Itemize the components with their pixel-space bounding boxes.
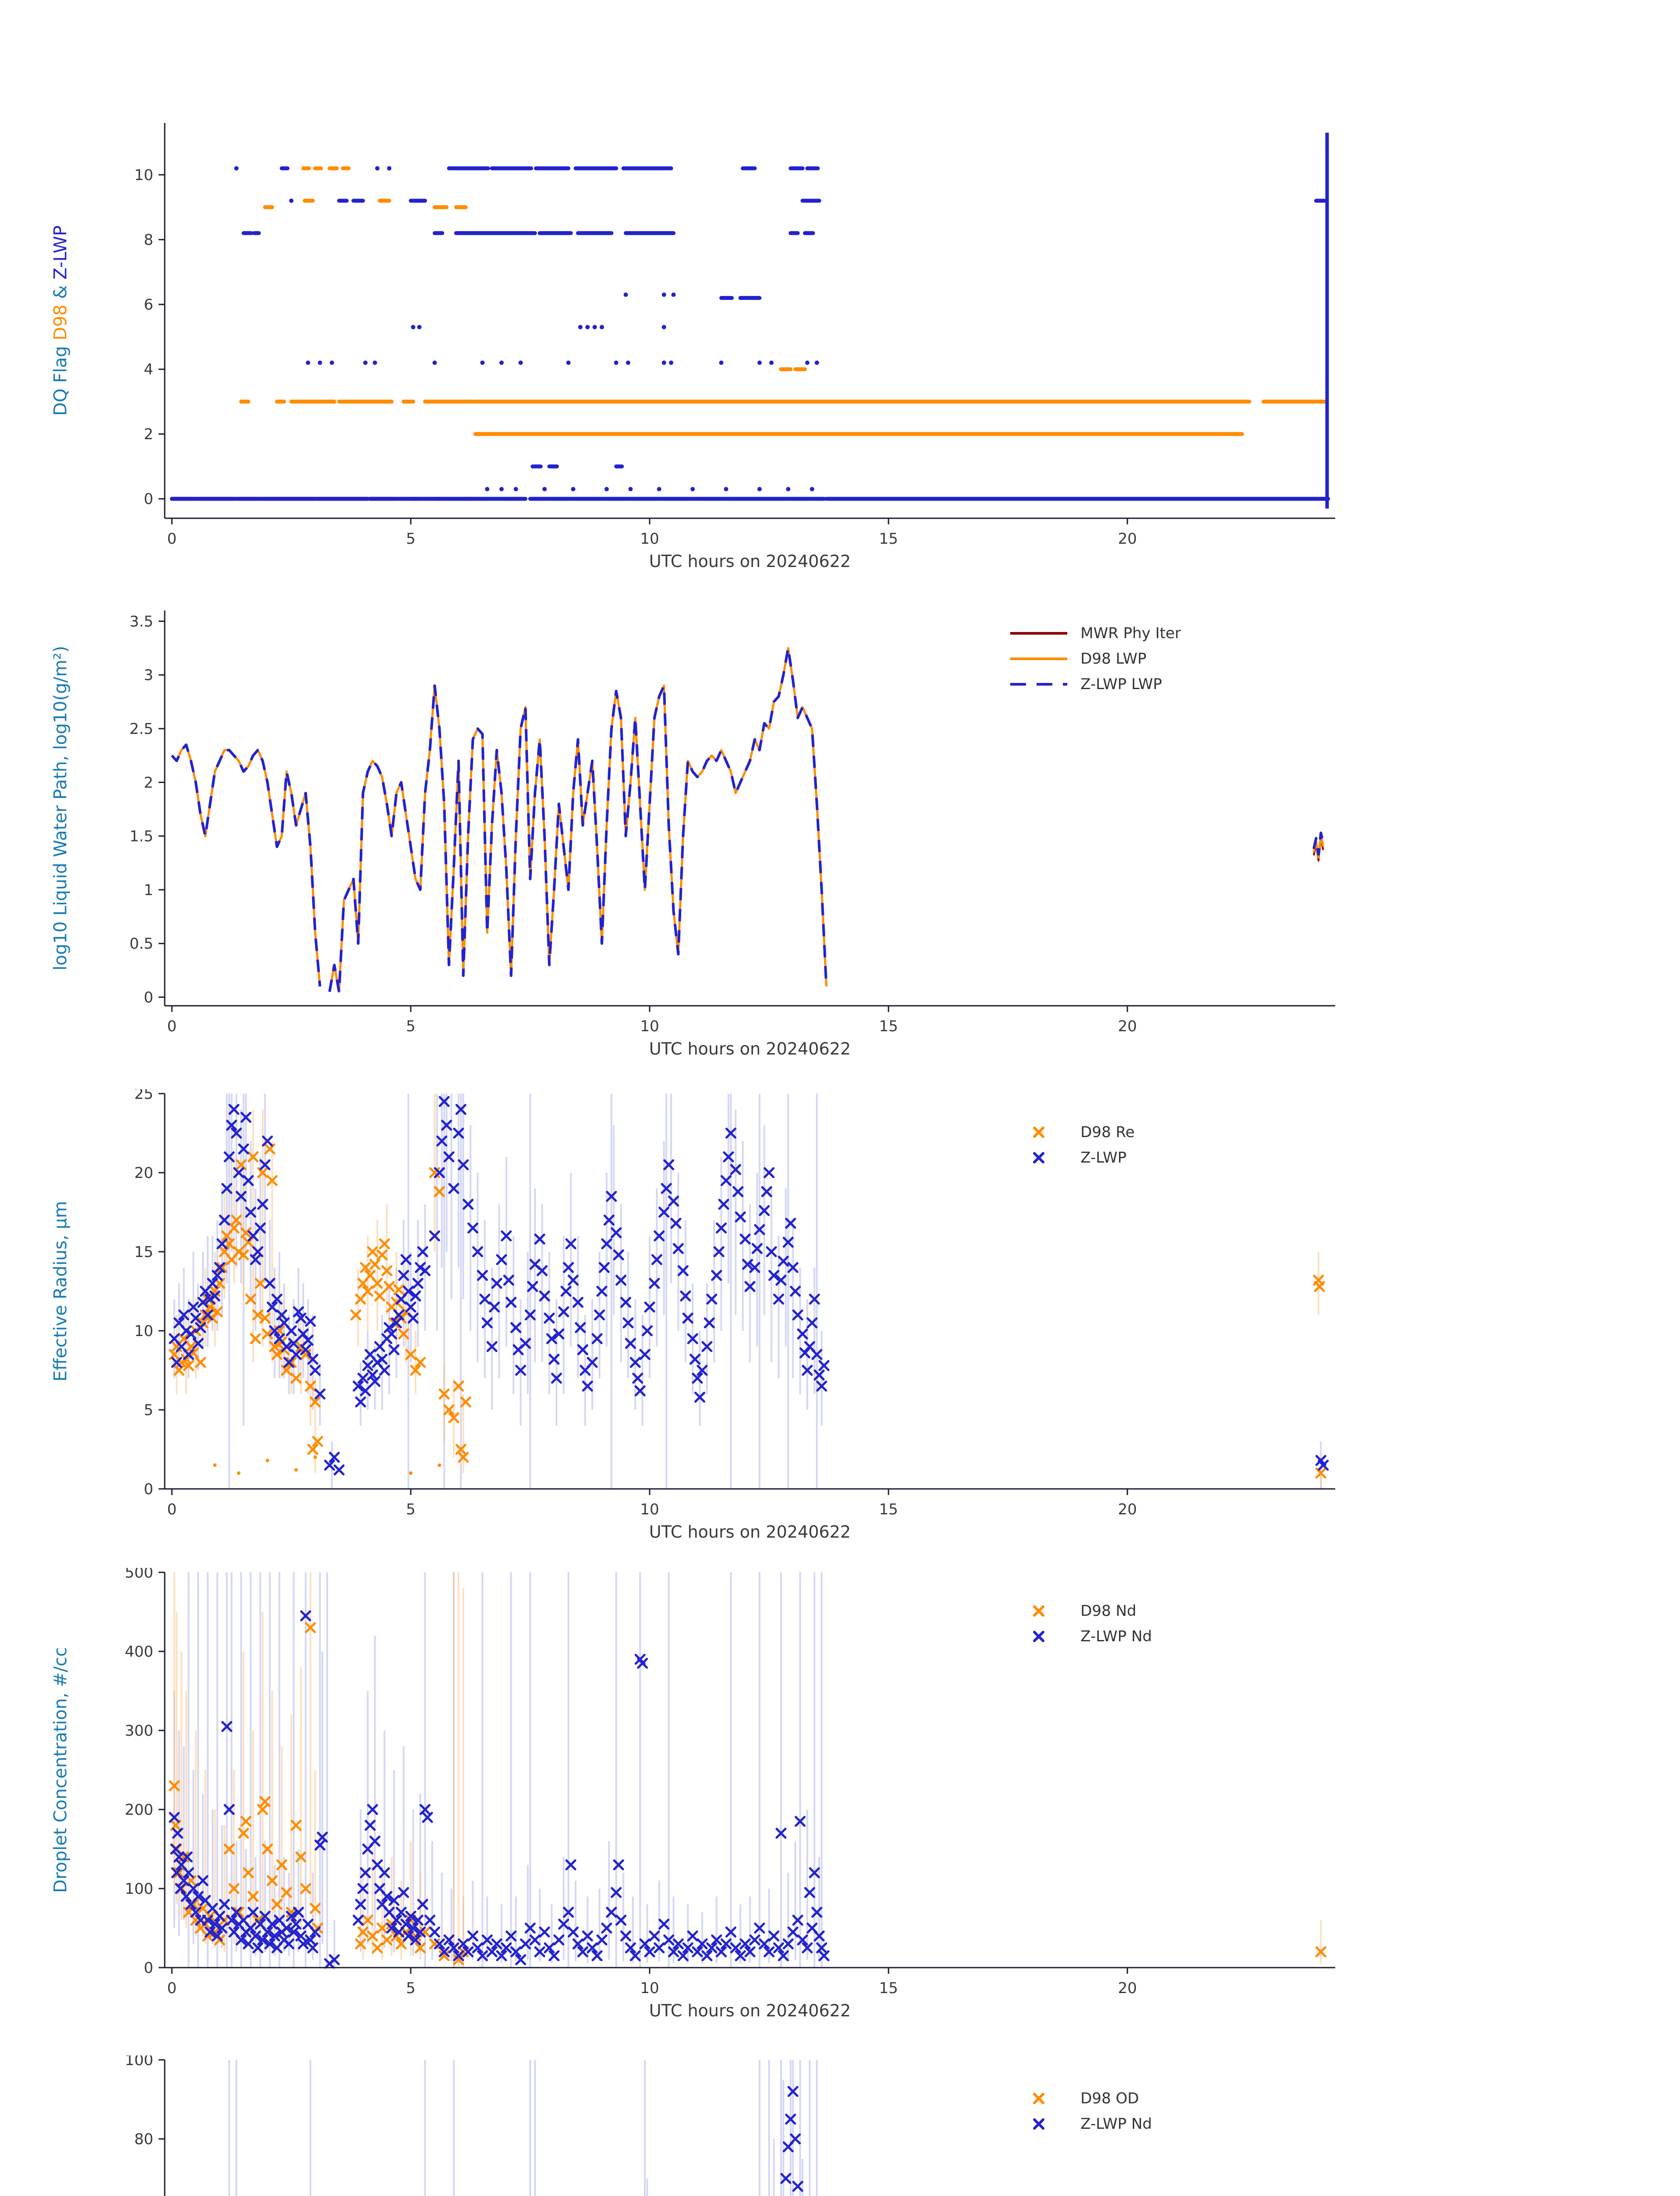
svg-text:500: 500 [125, 1568, 153, 1582]
svg-text:0: 0 [167, 1501, 177, 1518]
svg-text:15: 15 [879, 530, 898, 548]
legend-label: D98 LWP [1080, 650, 1147, 668]
svg-text:20: 20 [1118, 1979, 1137, 1997]
legend-x-marker-icon [1033, 1605, 1044, 1617]
x-axis-label: UTC hours on 20240622 [649, 2001, 851, 2020]
panel-droplet-concentration: Droplet Concentration, #/cc 0 5 10 15 20 0 100… [0, 1568, 1680, 2058]
svg-text:15: 15 [879, 1501, 898, 1518]
legend-label: Z-LWP LWP [1080, 675, 1162, 693]
svg-text:10: 10 [640, 1501, 659, 1518]
svg-text:3: 3 [144, 667, 153, 684]
svg-text:5: 5 [406, 530, 415, 548]
legend-lwp: MWR Phy Iter D98 LWP Z-LWP LWP [1006, 625, 1181, 693]
legend-x-marker-icon [1033, 1152, 1044, 1163]
lwp-plot: 0 5 10 15 20 0 0.5 1 1.5 2 2.5 3 3.5 [130, 610, 1335, 1035]
svg-text:8: 8 [144, 231, 153, 249]
svg-text:5: 5 [406, 1979, 415, 1997]
legend-optical-depth: D98 OD Z-LWP Nd [1006, 2090, 1152, 2133]
legend-label: Z-LWP Nd [1080, 2115, 1152, 2133]
svg-text:0: 0 [144, 989, 153, 1006]
svg-text:1.5: 1.5 [130, 828, 153, 845]
legend-droplet-concentration: D98 Nd Z-LWP Nd [1006, 1602, 1152, 1645]
legend-entry: Z-LWP Nd [1006, 1628, 1152, 1645]
legend-entry: Z-LWP LWP [1006, 675, 1181, 693]
legend-label: D98 Nd [1080, 1602, 1137, 1620]
svg-text:0: 0 [144, 1481, 153, 1498]
svg-text:300: 300 [125, 1722, 153, 1740]
legend-label: MWR Phy Iter [1080, 625, 1181, 642]
legend-entry: MWR Phy Iter [1006, 625, 1181, 642]
svg-text:2: 2 [144, 426, 153, 443]
svg-text:20: 20 [1118, 1501, 1137, 1518]
x-axis-label: UTC hours on 20240622 [649, 552, 851, 571]
svg-text:0: 0 [167, 530, 177, 548]
svg-text:10: 10 [640, 530, 659, 548]
legend-entry: D98 LWP [1006, 650, 1181, 668]
svg-text:10: 10 [640, 1018, 659, 1035]
legend-x-marker-icon [1033, 2118, 1044, 2130]
legend-x-marker-icon [1033, 1631, 1044, 1642]
legend-x-marker-icon [1033, 2093, 1044, 2104]
svg-text:10: 10 [640, 1979, 659, 1997]
legend-label: Z-LWP [1080, 1149, 1127, 1167]
x-axis-label: UTC hours on 20240622 [649, 1522, 851, 1542]
svg-text:10: 10 [134, 166, 153, 184]
svg-text:15: 15 [879, 1979, 898, 1997]
legend-label: D98 Re [1080, 1123, 1135, 1141]
svg-text:5: 5 [144, 1401, 153, 1419]
svg-text:20: 20 [1118, 530, 1137, 548]
svg-text:15: 15 [879, 1018, 898, 1035]
svg-text:0: 0 [167, 1018, 177, 1035]
optical-depth-plot: 05101520020406080100 [125, 2055, 818, 2196]
svg-text:100: 100 [125, 1880, 153, 1898]
svg-text:0: 0 [167, 1979, 177, 1997]
legend-entry: D98 Nd [1006, 1602, 1152, 1620]
dq-flag-plot: 0 5 10 15 20 0 2 4 6 8 10 [134, 123, 1335, 548]
legend-entry: D98 Re [1006, 1123, 1134, 1141]
panel-dq-flag: DQ Flag D98 & Z-LWP 0 5 10 15 20 0 2 4 6 8 10 UTC … [0, 119, 1680, 608]
legend-line-icon [1010, 632, 1067, 635]
effective-radius-plot: 0 5 10 15 20 0 5 10 15 20 25 [134, 1089, 1335, 1518]
svg-text:2: 2 [144, 774, 153, 791]
svg-text:1: 1 [144, 881, 153, 899]
svg-text:400: 400 [125, 1643, 153, 1661]
legend-entry: Z-LWP Nd [1006, 2115, 1152, 2133]
legend-line-icon [1010, 683, 1067, 686]
svg-text:5: 5 [406, 1018, 415, 1035]
svg-text:6: 6 [144, 296, 153, 314]
legend-label: D98 OD [1080, 2090, 1139, 2107]
svg-text:10: 10 [134, 1322, 153, 1340]
svg-text:200: 200 [125, 1801, 153, 1819]
svg-text:15: 15 [134, 1243, 153, 1261]
svg-text:2.5: 2.5 [130, 720, 153, 738]
svg-text:3.5: 3.5 [130, 613, 153, 630]
svg-text:0: 0 [144, 1959, 153, 1977]
svg-text:80: 80 [134, 2131, 153, 2148]
panel-optical-depth: Optical Depth 05101520020406080100 UTC h… [0, 2055, 1680, 2196]
legend-line-icon [1010, 657, 1067, 660]
legend-entry: D98 OD [1006, 2090, 1152, 2107]
legend-effective-radius: D98 Re Z-LWP [1006, 1123, 1134, 1167]
legend-label: Z-LWP Nd [1080, 1628, 1152, 1645]
svg-text:5: 5 [406, 1501, 415, 1518]
svg-text:4: 4 [144, 361, 153, 379]
svg-text:0.5: 0.5 [130, 935, 153, 953]
svg-text:0: 0 [144, 491, 153, 508]
svg-text:25: 25 [134, 1089, 153, 1103]
svg-text:20: 20 [1118, 1018, 1137, 1035]
x-axis-label: UTC hours on 20240622 [649, 1039, 851, 1058]
legend-entry: Z-LWP [1006, 1149, 1134, 1167]
legend-x-marker-icon [1033, 1127, 1044, 1138]
panel-effective-radius: Effective Radius, µm 0 5 10 15 20 0 5 10 15 20 25 … [0, 1089, 1680, 1579]
svg-text:20: 20 [134, 1164, 153, 1182]
svg-text:100: 100 [125, 2055, 153, 2069]
